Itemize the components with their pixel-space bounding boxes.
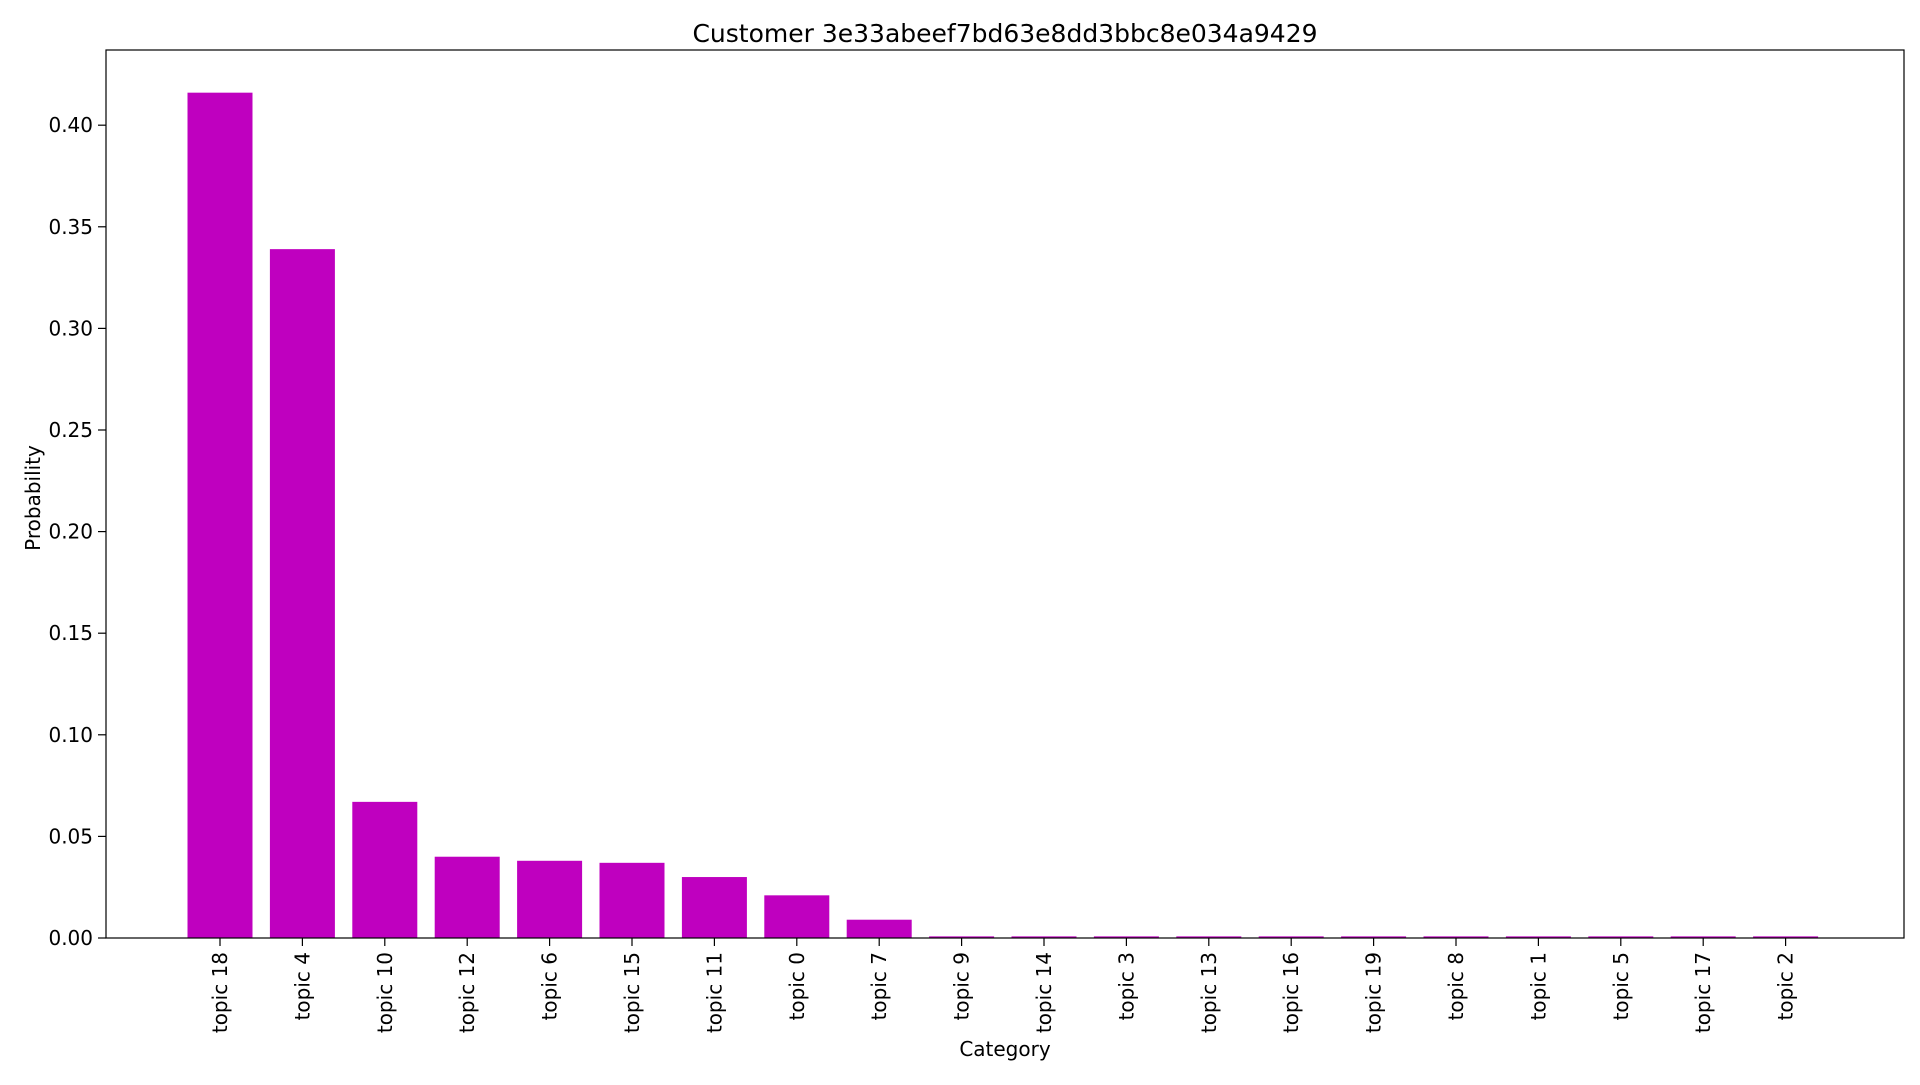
x-tick-label: topic 10 — [373, 952, 397, 1033]
y-tick-label: 0.05 — [48, 824, 93, 848]
bar-topic-8 — [1423, 936, 1489, 938]
chart-title: Customer 3e33abeef7bd63e8dd3bbc8e034a942… — [692, 19, 1317, 48]
y-tick-label: 0.00 — [48, 926, 93, 950]
bar-topic-5 — [1588, 936, 1654, 938]
x-tick-label: topic 14 — [1032, 952, 1056, 1033]
x-tick-label: topic 12 — [455, 952, 479, 1033]
x-tick-label: topic 15 — [620, 952, 644, 1033]
y-tick-label: 0.25 — [48, 418, 93, 442]
x-tick-label: topic 19 — [1362, 952, 1386, 1033]
bar-topic-15 — [599, 862, 665, 938]
bar-topic-9 — [929, 936, 995, 938]
bar-topic-14 — [1011, 936, 1077, 938]
x-tick-label: topic 0 — [785, 952, 809, 1020]
bar-topic-6 — [517, 860, 583, 938]
bar-topic-2 — [1753, 936, 1819, 938]
y-tick-label: 0.35 — [48, 215, 93, 239]
y-tick-label: 0.10 — [48, 723, 93, 747]
bar-topic-10 — [352, 801, 418, 938]
x-tick-label: topic 16 — [1279, 952, 1303, 1033]
x-tick-label: topic 3 — [1114, 952, 1138, 1020]
x-tick-label: topic 7 — [867, 952, 891, 1020]
bar-topic-1 — [1505, 936, 1571, 938]
x-tick-label: topic 4 — [290, 952, 314, 1020]
bar-topic-0 — [764, 895, 830, 938]
bar-topic-3 — [1093, 936, 1159, 938]
bar-topic-18 — [187, 92, 253, 938]
y-tick-label: 0.30 — [48, 316, 93, 340]
bar-topic-19 — [1341, 936, 1407, 938]
x-tick-label: topic 17 — [1691, 952, 1715, 1033]
bar-topic-13 — [1176, 936, 1242, 938]
x-tick-label: topic 8 — [1444, 952, 1468, 1020]
bar-topic-7 — [846, 919, 912, 938]
x-tick-label: topic 13 — [1197, 952, 1221, 1033]
bar-topic-4 — [269, 249, 335, 938]
y-tick-label: 0.20 — [48, 520, 93, 544]
y-tick-label: 0.15 — [48, 621, 93, 645]
bar-topic-12 — [434, 856, 500, 938]
x-tick-label: topic 6 — [538, 952, 562, 1020]
bar-topic-16 — [1258, 936, 1324, 938]
x-tick-label: topic 18 — [208, 952, 232, 1033]
plot-area: 0.00 0.05 0.10 0.15 0.20 0.25 0.30 0.35 0.40 topi… — [48, 92, 1819, 1033]
y-axis-label: Probability — [21, 445, 45, 551]
x-tick-label: topic 11 — [702, 952, 726, 1033]
x-tick-label: topic 5 — [1609, 952, 1633, 1020]
x-tick-label: topic 9 — [950, 952, 974, 1020]
x-tick-label: topic 1 — [1526, 952, 1550, 1020]
x-axis-label: Category — [959, 1037, 1051, 1061]
y-tick-label: 0.40 — [48, 113, 93, 137]
x-tick-label: topic 2 — [1774, 952, 1798, 1020]
bar-topic-17 — [1670, 936, 1736, 938]
bar-topic-11 — [681, 877, 747, 938]
plot-frame — [105, 49, 1905, 939]
